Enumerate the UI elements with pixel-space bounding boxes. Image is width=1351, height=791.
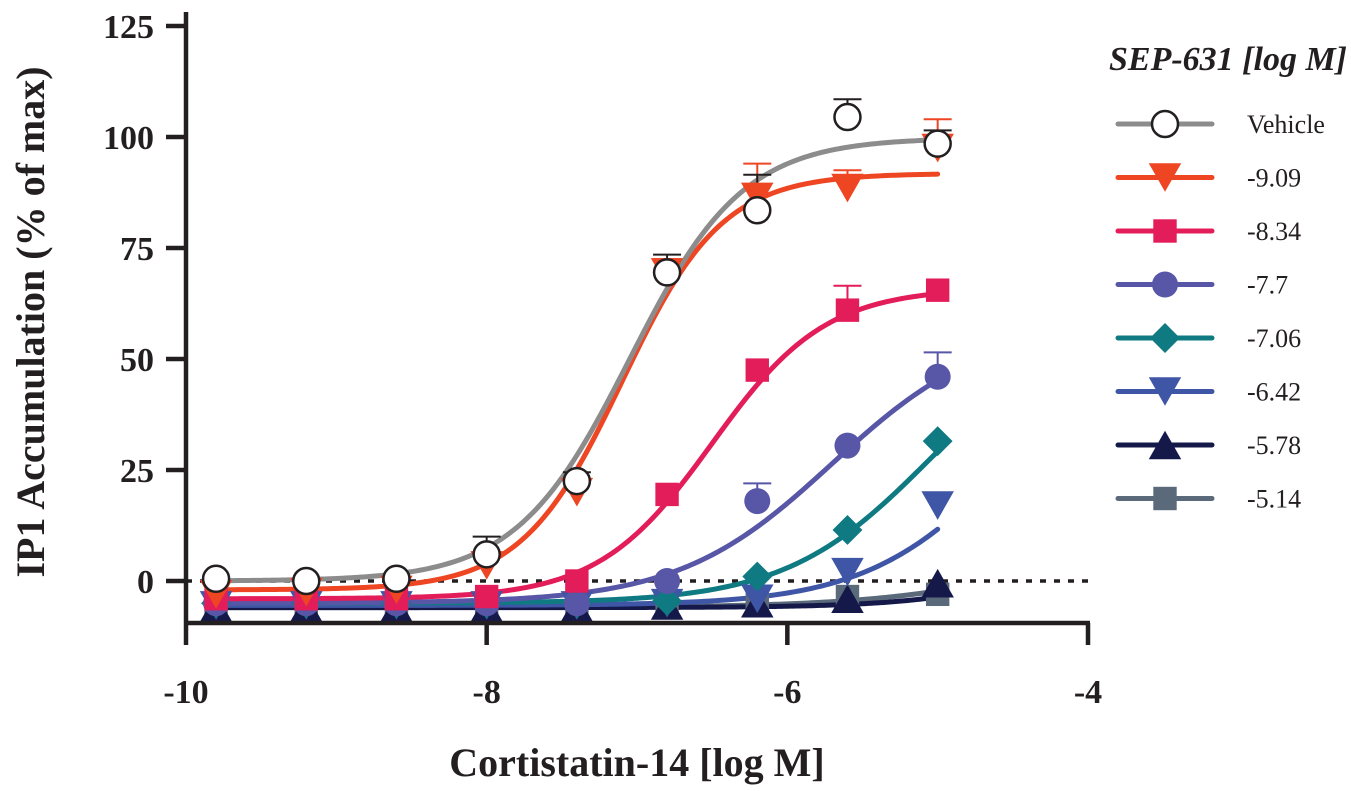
series-1-data-point	[923, 129, 952, 158]
legend-item-3: -8.34	[1115, 217, 1301, 246]
legend-item-2: -9.09	[1115, 163, 1301, 193]
y-tick-label: 75	[120, 231, 154, 268]
legend-item-4: -7.7	[1115, 271, 1288, 300]
series-3-fit-curve	[213, 291, 941, 602]
legend-item-1: Vehicle	[1115, 109, 1325, 139]
x-axis-title: Cortistatin-14 [log M]	[449, 740, 824, 785]
y-tick-label: 25	[120, 453, 154, 490]
legend-label: -5.14	[1247, 485, 1301, 514]
series-7-data-point	[921, 568, 954, 598]
series-1-data-point	[743, 196, 772, 225]
series-5-data-point	[832, 514, 863, 545]
series-5-data-point	[742, 561, 773, 592]
legend-swatch-marker	[1148, 163, 1182, 192]
series-2-fit-curve	[213, 171, 941, 593]
series-4-data-point	[834, 432, 861, 459]
series-3-data-point	[565, 569, 589, 593]
legend-label: -7.7	[1247, 271, 1288, 300]
legend-swatch-marker	[1148, 430, 1182, 460]
series-1-data-point	[201, 564, 231, 594]
series-3-data-point	[925, 278, 950, 302]
series-5-data-point	[652, 586, 683, 616]
series-4-data-point	[654, 568, 681, 594]
legend-title: SEP-631 [log M]	[1109, 41, 1347, 78]
series-3-data-point	[835, 298, 860, 322]
series-6-data-point	[921, 491, 954, 520]
series-5-data-point	[922, 426, 953, 457]
legend-label: -6.42	[1247, 378, 1301, 407]
x-tick-label: -8	[473, 674, 501, 711]
series-1-data-point	[562, 466, 592, 496]
series-3-data-point	[474, 584, 499, 609]
legend-swatch-marker	[1148, 377, 1182, 406]
y-tick-label: 125	[103, 9, 154, 46]
series-3-data-point	[655, 482, 679, 507]
legend-swatch-marker	[1150, 323, 1180, 353]
series-6-data-point	[741, 584, 774, 614]
y-tick-label: 100	[103, 120, 154, 157]
legend-swatch-marker	[1153, 486, 1177, 511]
legend-label: -8.34	[1247, 217, 1301, 246]
legend-label: -9.09	[1247, 164, 1301, 193]
legend-swatch-marker	[1152, 271, 1178, 298]
series-1-data-point	[382, 564, 411, 594]
series-1-fit-curve	[213, 137, 941, 584]
series-4-data-point	[744, 488, 771, 515]
x-tick-label: -10	[163, 674, 208, 711]
legend-swatch-marker	[1150, 109, 1180, 139]
series-6-data-point	[831, 557, 864, 587]
legend-item-8: -5.14	[1115, 485, 1301, 514]
legend: Vehicle -9.09 -8.34 -7.7 -7.06 -6.42 -5.78 -5.1…	[1115, 109, 1325, 514]
y-tick-label: 0	[137, 564, 154, 601]
series-2-data-point	[831, 173, 864, 203]
x-tick-label: -4	[1074, 674, 1102, 711]
series-7-data-point	[831, 584, 864, 614]
y-axis-title: IP1 Accumulation (% of max)	[8, 66, 53, 577]
series-1-data-point	[652, 258, 682, 287]
series-1-data-point	[472, 540, 501, 569]
x-tick-label: -6	[773, 674, 801, 711]
legend-label: -5.78	[1247, 431, 1301, 460]
series-4-data-point	[924, 363, 951, 390]
legend-label: -7.06	[1247, 324, 1301, 353]
series-1-data-point	[292, 566, 321, 596]
legend-item-6: -6.42	[1115, 377, 1301, 407]
y-tick-label: 50	[120, 342, 154, 379]
legend-swatch-marker	[1153, 219, 1177, 243]
legend-label: Vehicle	[1247, 110, 1325, 139]
legend-item-5: -7.06	[1115, 323, 1301, 353]
legend-item-7: -5.78	[1115, 430, 1301, 460]
series-4-data-point	[563, 590, 590, 617]
series-1-data-point	[833, 102, 862, 132]
series-3-data-point	[745, 358, 769, 382]
